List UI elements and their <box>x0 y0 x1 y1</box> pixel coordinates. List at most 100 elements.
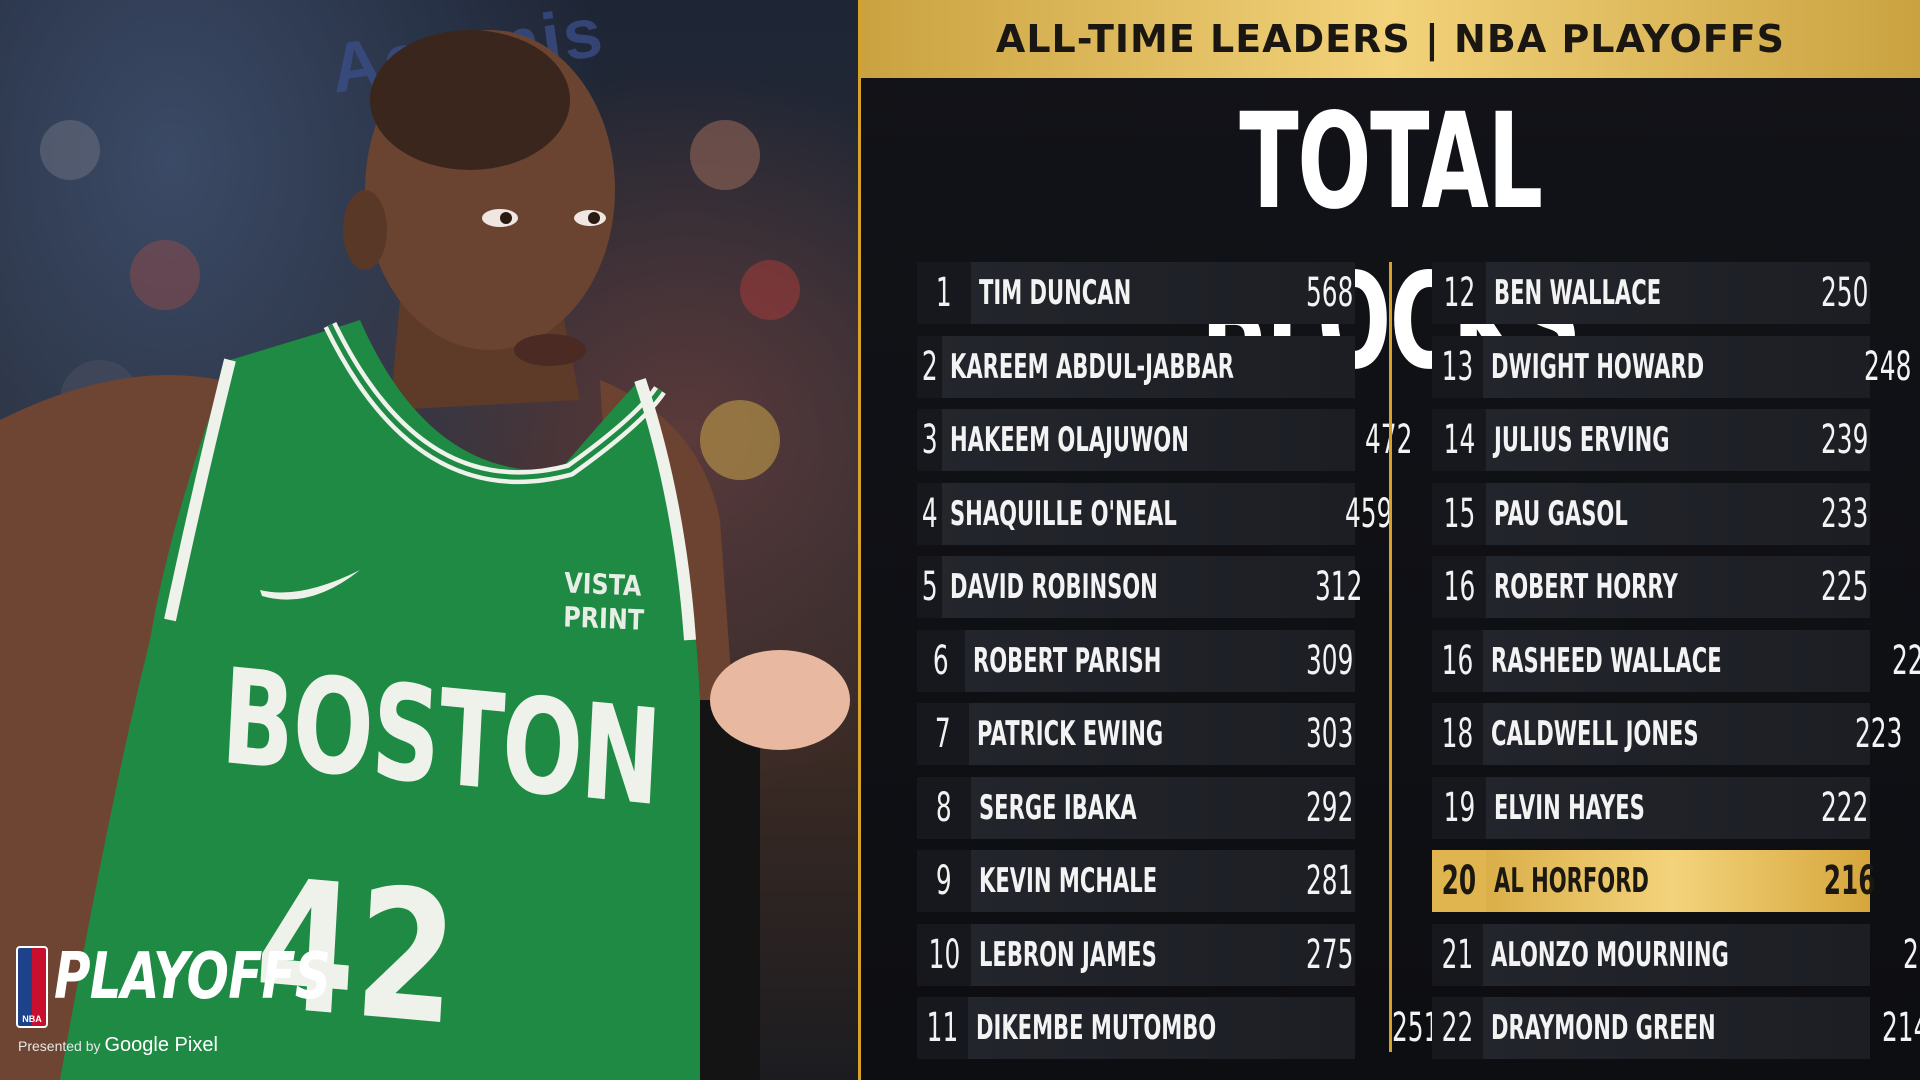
leader-row: 5 DAVID ROBINSON 312 <box>917 556 1362 618</box>
leader-row: 11 DIKEMBE MUTOMBO 251 <box>917 997 1440 1059</box>
blocks-value: 312 <box>1314 564 1363 610</box>
player-name: DIKEMBE MUTOMBO <box>975 1008 1217 1048</box>
rank-number: 4 <box>921 490 938 537</box>
blocks-cell: 281 <box>1277 858 1355 904</box>
blocks-cell: 568 <box>1277 270 1355 316</box>
player-name: DRAYMOND GREEN <box>1490 1008 1716 1048</box>
header-banner: ALL-TIME LEADERS | NBA PLAYOFFS <box>861 0 1920 78</box>
nba-logo-icon: NBA <box>16 946 48 1028</box>
rank-cell: 5 <box>917 556 943 618</box>
playoffs-logo: NBA PLAYOFFS Presented by Google Pixel <box>16 940 331 1060</box>
blocks-cell: 233 <box>1792 491 1870 537</box>
player-figure <box>0 30 850 1080</box>
rank-cell: 16 <box>1432 556 1486 618</box>
player-name: TIM DUNCAN <box>979 273 1132 313</box>
jersey-sponsor-line: PRINT <box>562 600 645 637</box>
blocks-cell: 223 <box>1826 711 1904 757</box>
rank-cell: 22 <box>1432 997 1483 1059</box>
presenter-name: Google Pixel <box>104 1034 218 1056</box>
rank-cell: 9 <box>917 850 971 912</box>
blocks-value: 225 <box>1821 564 1869 610</box>
blocks-value: 303 <box>1306 711 1354 757</box>
leaders-column-left: 1 TIM DUNCAN 568 2 KAREEM ABDUL-JABBAR 4 7 6 3 HA… <box>917 262 1485 1071</box>
leader-row: 7 PATRICK EWING 303 <box>917 703 1355 765</box>
player-name: ALONZO MOURNING <box>1490 934 1729 975</box>
blocks-cell: 215 <box>1874 932 1920 978</box>
leader-row: 12 BEN WALLACE 250 <box>1432 262 1870 324</box>
player-name-cell: ROBERT HORRY <box>1486 567 1792 607</box>
crowd-blur <box>740 260 800 320</box>
jersey-sponsor-line: VISTA <box>563 566 642 603</box>
rank-cell: 11 <box>917 997 968 1059</box>
blocks-cell: 303 <box>1277 711 1355 757</box>
rank-number: 5 <box>921 564 938 610</box>
blocks-cell: 251 <box>1363 1005 1441 1051</box>
rank-number: 6 <box>933 637 949 684</box>
leader-row: 14 JULIUS ERVING 239 <box>1432 409 1870 471</box>
blocks-cell: 292 <box>1277 785 1355 831</box>
rank-number: 2 <box>921 343 938 390</box>
player-name: KAREEM ABDUL-JABBAR <box>950 346 1235 387</box>
rank-number: 15 <box>1443 490 1475 537</box>
rank-number: 22 <box>1441 1005 1474 1051</box>
player-name: DWIGHT HOWARD <box>1490 346 1705 387</box>
leader-row: 9 KEVIN MCHALE 281 <box>917 850 1355 912</box>
player-name-cell: ELVIN HAYES <box>1486 788 1792 828</box>
rank-number: 8 <box>936 784 952 831</box>
player-name-cell: SHAQUILLE O'NEAL <box>942 494 1316 534</box>
rank-number: 21 <box>1441 931 1474 978</box>
rank-cell: 12 <box>1432 262 1486 324</box>
rank-cell: 14 <box>1432 409 1486 471</box>
rank-number: 16 <box>1443 564 1475 610</box>
rank-cell: 3 <box>917 409 943 471</box>
player-name: BEN WALLACE <box>1494 273 1662 313</box>
rank-number: 7 <box>934 711 951 757</box>
player-name: AL HORFORD <box>1494 861 1649 901</box>
blocks-value: 251 <box>1392 1005 1440 1051</box>
player-name: ROBERT PARISH <box>973 640 1162 681</box>
rank-number: 3 <box>921 417 938 463</box>
blocks-cell: 250 <box>1792 270 1870 316</box>
rank-cell: 2 <box>917 335 943 398</box>
rank-cell: 16 <box>1432 629 1483 692</box>
blocks-cell: 239 <box>1792 417 1870 463</box>
blocks-value: 225 <box>1891 637 1920 684</box>
blocks-cell: 275 <box>1277 932 1355 978</box>
blocks-value: 233 <box>1821 490 1869 537</box>
presented-by-label: Presented by <box>18 1038 101 1054</box>
crowd-blur <box>130 240 200 310</box>
player-name: DAVID ROBINSON <box>950 567 1159 607</box>
blocks-cell: 248 <box>1835 344 1913 390</box>
rank-number: 18 <box>1441 711 1474 757</box>
blocks-cell: 225 <box>1863 638 1920 684</box>
player-name: HAKEEM OLAJUWON <box>950 420 1190 460</box>
leader-row: 1 TIM DUNCAN 568 <box>917 262 1355 324</box>
rank-number: 19 <box>1443 784 1475 831</box>
blocks-cell: 472 <box>1336 417 1414 463</box>
player-name-cell: AL HORFORD <box>1486 861 1792 901</box>
blocks-cell: 216 <box>1792 858 1876 904</box>
blocks-cell: 225 <box>1792 564 1870 610</box>
player-name: CALDWELL JONES <box>1490 714 1699 754</box>
crowd-blur <box>700 400 780 480</box>
player-name-cell: DIKEMBE MUTOMBO <box>968 1008 1363 1048</box>
rank-number: 16 <box>1441 637 1474 684</box>
player-name: SERGE IBAKA <box>979 787 1137 828</box>
player-name-cell: SERGE IBAKA <box>971 788 1277 828</box>
player-name-cell: RASHEED WALLACE <box>1483 641 1863 681</box>
player-name-cell: KEVIN MCHALE <box>971 861 1277 901</box>
player-name-cell: LEBRON JAMES <box>971 935 1277 975</box>
player-name: ROBERT HORRY <box>1494 567 1678 607</box>
rank-cell: 21 <box>1432 923 1483 986</box>
player-name-cell: ALONZO MOURNING <box>1483 935 1875 975</box>
leader-row-highlighted: 20 AL HORFORD 216 <box>1432 850 1876 912</box>
rank-cell: 13 <box>1432 335 1483 398</box>
rank-cell: 15 <box>1432 482 1486 545</box>
header-banner-text: ALL-TIME LEADERS | NBA PLAYOFFS <box>995 17 1786 61</box>
player-name: LEBRON JAMES <box>979 934 1157 975</box>
rank-number: 20 <box>1441 858 1477 904</box>
rank-cell: 1 <box>917 262 971 324</box>
blocks-value: 248 <box>1863 343 1912 390</box>
player-name: SHAQUILLE O'NEAL <box>950 493 1178 534</box>
